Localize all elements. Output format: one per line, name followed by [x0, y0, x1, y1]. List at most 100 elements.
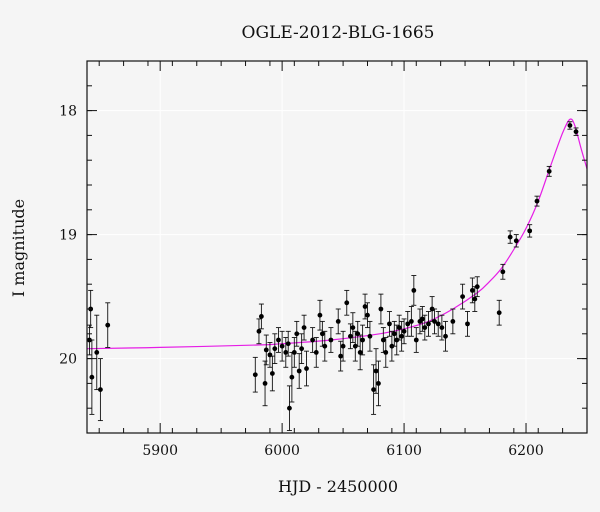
data-point	[469, 277, 475, 304]
data-point	[443, 320, 449, 352]
data-marker	[289, 374, 295, 380]
data-marker	[365, 312, 370, 318]
data-point	[355, 320, 361, 347]
data-point	[262, 360, 268, 407]
data-marker	[263, 347, 269, 353]
data-marker	[450, 319, 456, 324]
data-marker	[89, 374, 95, 380]
data-marker	[279, 343, 285, 349]
data-point	[258, 303, 264, 330]
data-point	[286, 385, 292, 431]
x-tick-label: 6000	[264, 443, 300, 459]
data-point	[375, 360, 381, 407]
data-point	[507, 230, 513, 244]
data-point	[380, 327, 386, 353]
data-point	[401, 318, 407, 345]
chart-title: OGLE-2012-BLG-1665	[242, 23, 435, 43]
y-axis-label: I magnitude	[9, 199, 28, 297]
data-point	[573, 127, 579, 136]
data-marker	[276, 337, 281, 343]
data-point	[500, 263, 506, 280]
data-marker	[319, 331, 325, 337]
data-marker	[373, 368, 379, 374]
data-point	[294, 320, 300, 347]
data-point	[396, 314, 402, 341]
data-point	[89, 339, 95, 415]
model-curve	[86, 118, 588, 350]
data-marker	[105, 322, 111, 328]
data-marker	[383, 350, 389, 355]
model-curve-layer	[86, 118, 588, 350]
data-marker	[348, 333, 353, 339]
data-marker	[396, 325, 402, 330]
data-marker	[98, 387, 103, 392]
axis-ticks: 5900 6000 6100 6200 18 19 20	[59, 60, 588, 459]
data-marker	[291, 350, 297, 355]
data-point	[269, 355, 275, 392]
data-marker	[507, 234, 513, 240]
data-point	[422, 314, 428, 341]
data-point	[450, 308, 456, 335]
data-marker	[405, 321, 411, 327]
data-point	[408, 306, 414, 337]
grid-lines	[87, 61, 587, 433]
data-marker	[317, 312, 323, 318]
data-point	[546, 165, 552, 177]
data-point	[364, 302, 370, 329]
data-point	[105, 302, 111, 348]
data-point	[373, 348, 379, 394]
data-point	[335, 308, 341, 335]
data-marker	[360, 337, 366, 343]
data-point	[527, 224, 533, 238]
data-point	[252, 356, 258, 393]
data-point	[425, 311, 431, 337]
data-marker	[287, 405, 292, 411]
y-tick-label: 18	[59, 104, 77, 120]
data-point	[344, 289, 350, 316]
data-marker	[513, 238, 519, 244]
data-point	[267, 342, 273, 368]
data-point	[567, 121, 573, 130]
data-point	[350, 312, 356, 343]
data-point	[399, 320, 405, 352]
data-point	[94, 314, 100, 391]
data-marker	[546, 168, 552, 174]
data-point	[97, 358, 103, 422]
data-marker	[304, 366, 309, 371]
data-point	[275, 327, 281, 353]
data-marker	[439, 325, 445, 330]
data-marker	[376, 381, 381, 386]
data-point	[289, 351, 295, 403]
data-point	[460, 283, 466, 310]
data-marker	[408, 319, 414, 324]
data-marker	[338, 353, 344, 359]
data-point	[474, 276, 480, 298]
data-marker	[262, 381, 268, 386]
data-point	[435, 311, 441, 337]
data-point	[319, 320, 325, 347]
data-marker	[567, 123, 573, 128]
data-point	[322, 330, 328, 362]
data-point	[405, 311, 411, 337]
data-marker	[534, 198, 540, 204]
data-marker	[460, 294, 466, 299]
data-marker	[269, 371, 275, 376]
data-point	[340, 330, 346, 362]
data-marker	[296, 368, 302, 374]
data-point	[299, 333, 305, 365]
data-marker	[413, 337, 419, 343]
data-marker	[378, 306, 384, 312]
data-marker	[340, 343, 346, 349]
data-point	[432, 308, 438, 335]
data-point	[263, 334, 269, 366]
data-marker	[500, 269, 506, 275]
y-tick-label: 20	[59, 352, 77, 368]
x-tick-label: 5900	[142, 443, 178, 459]
data-marker	[465, 321, 470, 327]
data-marker	[258, 314, 264, 319]
data-marker	[344, 300, 350, 306]
plot-frame	[86, 60, 588, 434]
data-marker	[350, 325, 356, 330]
data-marker	[527, 228, 533, 234]
data-point	[310, 327, 316, 353]
